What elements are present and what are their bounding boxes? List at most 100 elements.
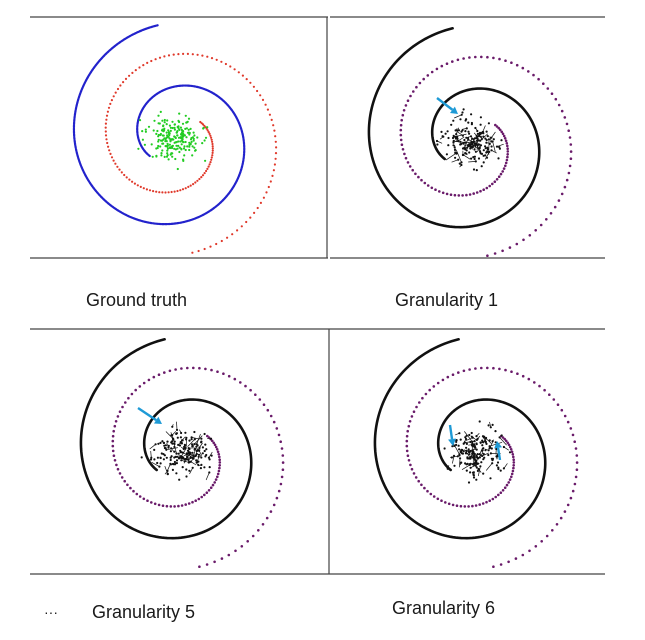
cluster-point [480,165,483,168]
inner-arm-point [229,65,232,68]
inner-arm-point [186,52,189,56]
outer-spiral-arm [72,24,246,226]
cluster-point [479,116,482,119]
inner-arm-point [505,142,509,145]
cluster-point [484,440,487,443]
cluster-point [196,136,199,139]
inner-arm-point [400,143,404,146]
inner-arm-point [486,366,489,370]
cluster-point [166,473,169,476]
cluster-point [476,129,479,133]
inner-arm-point [545,534,549,538]
inner-arm-point [403,152,406,156]
cluster-point [188,439,191,442]
inner-arm-point [272,503,276,507]
cluster-point [166,147,170,150]
inner-arm-point [399,133,403,137]
cluster-link [496,143,504,147]
cluster-link [151,461,160,467]
cluster-point [155,132,158,135]
inner-spiral-line [407,368,577,567]
inner-arm-point [274,135,277,138]
cluster-point [182,141,185,144]
inner-arm-point [211,140,214,143]
inner-arm-point [131,180,134,183]
cluster-point [194,142,197,145]
inner-arm-point [111,439,115,443]
cluster-point [474,150,477,153]
cluster-point [484,449,487,452]
cluster-link [477,462,480,465]
cluster-point [460,130,463,133]
inner-arm-point [510,370,513,373]
inner-arm-point [457,194,461,197]
inner-arm-point [566,503,570,507]
inner-arm-point [218,464,221,467]
cluster-point [453,146,456,149]
cluster-link [198,450,203,456]
cluster-point [478,143,481,146]
inner-arm-point [480,366,483,370]
cluster-point [183,134,186,137]
inner-arm-point [269,414,273,418]
cluster-point [459,438,462,441]
cluster-point [467,450,470,453]
inner-arm-point [493,252,497,255]
cluster-point [162,458,165,461]
inner-arm-point [275,496,279,500]
inner-arm-point [521,374,525,378]
cluster-point [166,149,169,152]
inner-spiral-line [113,368,283,567]
inner-arm-point [507,443,511,447]
inner-arm-point [542,82,545,85]
cluster-point [177,125,180,128]
inner-arm-point [180,367,183,370]
inner-spiral-arm [111,366,285,568]
inner-arm-point [504,164,507,168]
panel-ground-truth [30,14,328,260]
cluster-point [174,157,177,161]
cluster-point [193,146,196,149]
cluster-point [191,145,194,148]
cluster-point [173,460,176,464]
inner-arm-point [153,502,157,506]
cluster-point [179,126,182,129]
cluster-point [143,143,146,146]
cluster-point [488,447,491,450]
inner-arm-point [262,403,266,406]
inner-arm-point [218,466,221,470]
cluster-point [489,452,492,455]
inner-arm-point [179,189,182,192]
inner-arm-point [211,145,214,148]
inner-arm-point [224,62,227,66]
cluster-point [494,441,497,444]
inner-arm-point [259,201,262,204]
inner-arm-point [155,190,158,193]
inner-arm-point [563,414,567,418]
cluster-link [468,161,476,163]
inner-arm-point [444,501,447,504]
inner-arm-point [134,388,137,392]
cluster-point [479,465,482,468]
cluster-point [159,462,162,465]
cluster-link [455,149,462,163]
inner-arm-point [114,91,117,94]
cluster-point [476,469,479,472]
inner-arm-point [272,169,275,172]
inner-arm-point [210,138,213,141]
cluster-point [172,138,175,141]
inner-arm-point [256,89,259,93]
inner-arm-point [432,495,436,498]
inner-arm-point [480,55,483,59]
inner-arm-point [405,444,409,448]
cluster-point [455,440,458,443]
cluster-point [453,464,456,467]
cluster-point [175,144,178,147]
inner-arm-point [196,53,199,56]
cluster-point [169,450,172,453]
cluster-point [185,121,188,124]
inner-arm-point [438,190,441,193]
inner-arm-point [552,398,556,401]
spiral-plot-granularity-5 [30,328,330,575]
inner-arm-point [236,229,239,232]
